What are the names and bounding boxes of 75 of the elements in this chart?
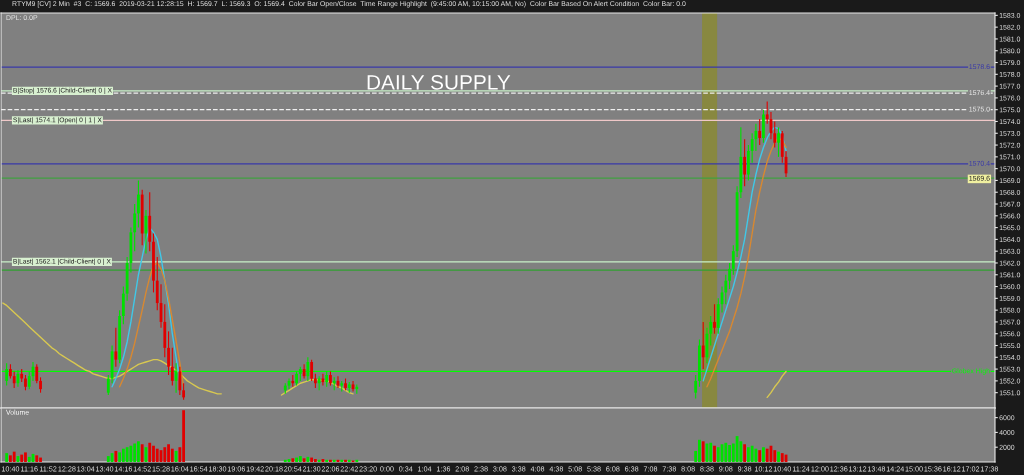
candlestick	[728, 262, 731, 290]
bar	[125, 447, 129, 462]
candlestick	[302, 363, 306, 380]
bar	[12, 451, 16, 462]
bar	[291, 458, 295, 462]
bar	[133, 443, 137, 462]
bar	[713, 445, 716, 462]
bar	[170, 448, 174, 462]
annotation: DAILY SUPPLY	[367, 74, 511, 90]
bar	[118, 452, 122, 462]
bar	[114, 450, 118, 462]
candlestick	[39, 376, 42, 394]
bar	[39, 457, 42, 462]
bar	[310, 457, 314, 462]
candlestick	[310, 359, 314, 382]
bar	[129, 445, 133, 462]
bar	[313, 459, 317, 462]
bar	[701, 441, 705, 462]
candlestick	[762, 109, 765, 144]
bar	[24, 452, 27, 462]
bar	[167, 444, 170, 462]
bar	[698, 439, 701, 462]
bar	[306, 456, 310, 462]
bar	[140, 444, 144, 462]
bar	[302, 458, 306, 462]
bar	[20, 454, 24, 462]
bar	[182, 410, 186, 462]
bar	[765, 448, 769, 462]
candlestick	[114, 327, 118, 368]
bar	[762, 447, 765, 462]
bar	[332, 459, 336, 462]
candlestick	[758, 118, 762, 146]
bar	[155, 448, 159, 462]
bar	[709, 442, 713, 462]
candlestick	[137, 179, 140, 229]
bar	[780, 453, 784, 462]
bar	[295, 457, 298, 462]
bar	[325, 459, 329, 462]
candlestick	[152, 232, 155, 294]
candlestick	[24, 374, 27, 391]
bar	[340, 459, 344, 462]
bar	[298, 456, 302, 462]
bar	[750, 445, 754, 462]
bar	[777, 451, 780, 462]
candlestick	[701, 321, 705, 370]
bar	[163, 447, 167, 462]
bar	[716, 447, 720, 462]
candlestick	[344, 377, 347, 391]
bar	[329, 459, 332, 462]
candlestick	[694, 374, 698, 400]
bar	[137, 441, 140, 462]
bar	[121, 448, 125, 462]
bar	[35, 455, 39, 462]
bar	[344, 459, 347, 462]
bar	[9, 455, 12, 462]
candlestick	[713, 303, 716, 335]
bar	[347, 459, 351, 462]
candlestick	[35, 363, 39, 384]
bar	[724, 442, 728, 462]
candlestick	[777, 126, 780, 158]
bar	[106, 456, 110, 462]
bar	[758, 450, 762, 462]
bar	[317, 459, 321, 462]
bar	[283, 459, 287, 462]
bar	[152, 445, 155, 462]
candlestick	[178, 366, 182, 396]
candlestick	[170, 347, 174, 387]
bar	[773, 450, 777, 462]
bar	[148, 442, 152, 462]
bar	[728, 444, 731, 462]
bar	[355, 459, 359, 462]
bar	[5, 453, 9, 462]
bar	[27, 456, 31, 462]
candlestick	[306, 356, 310, 382]
candlestick	[167, 330, 170, 376]
